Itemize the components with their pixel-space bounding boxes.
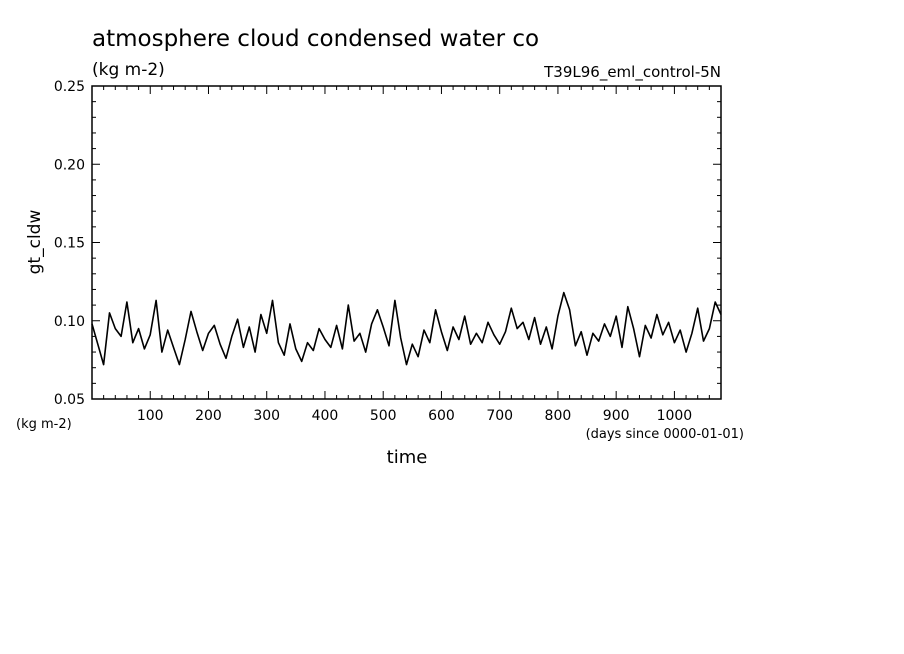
x-axis-units: (days since 0000-01-01) xyxy=(586,427,744,442)
y-axis-label: gt_cldw xyxy=(25,210,45,275)
x-axis-label: time xyxy=(387,447,428,468)
chart-title: atmosphere cloud condensed water co xyxy=(92,26,539,52)
x-tick-label: 500 xyxy=(370,408,397,424)
run-label: T39L96_eml_control-5N xyxy=(543,63,721,82)
x-tick-label: 600 xyxy=(428,408,455,424)
y-axis-units: (kg m-2) xyxy=(16,417,72,432)
plot-frame xyxy=(91,85,722,400)
y-tick-label: 0.10 xyxy=(54,314,85,330)
y-tick-label: 0.20 xyxy=(54,157,85,173)
y-tick-label: 0.25 xyxy=(54,79,85,95)
x-tick-label: 200 xyxy=(195,408,222,424)
x-tick-label: 300 xyxy=(253,408,280,424)
x-tick-label: 800 xyxy=(545,408,572,424)
x-tick-label: 400 xyxy=(312,408,339,424)
x-tick-label: 1000 xyxy=(657,408,693,424)
y-axis-ticks: 0.05 0.10 0.15 0.20 0.25 xyxy=(54,79,721,408)
x-tick-label: 900 xyxy=(603,408,630,424)
chart-subtitle: (kg m-2) xyxy=(92,60,165,80)
x-tick-label: 100 xyxy=(137,408,164,424)
y-tick-label: 0.15 xyxy=(54,236,85,252)
series-layer xyxy=(91,291,722,366)
y-tick-label: 0.05 xyxy=(54,392,85,408)
x-tick-label: 700 xyxy=(486,408,513,424)
x-axis-ticks: 100 200 300 400 500 600 700 800 900 1000 xyxy=(103,86,710,424)
series-line-gt_cldw xyxy=(91,291,722,366)
